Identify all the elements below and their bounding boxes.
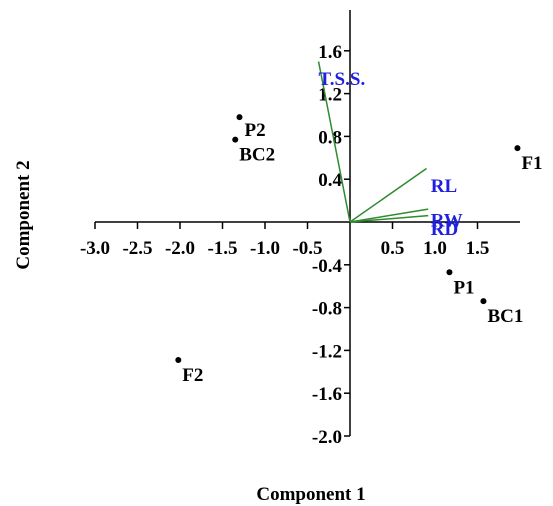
x-tick-label: 1.5 — [466, 238, 490, 259]
x-tick-label: 0.5 — [381, 238, 405, 259]
score-point — [514, 145, 521, 152]
score-point-label: BC1 — [487, 306, 523, 327]
x-tick-label: -1.0 — [250, 238, 280, 259]
score-point — [175, 357, 182, 364]
loading-vector-label: RD — [431, 219, 458, 240]
loading-vector-label: RL — [431, 176, 457, 197]
score-point — [236, 114, 243, 121]
loading-vector-label: T.S.S. — [319, 69, 366, 90]
loading-vector — [349, 214, 429, 223]
y-tick-label: 0.8 — [318, 127, 342, 148]
score-point-label: P1 — [453, 277, 474, 298]
y-tick-label: 1.6 — [318, 42, 342, 63]
x-tick-label: -0.5 — [292, 238, 322, 259]
x-tick-label: 1.0 — [423, 238, 447, 259]
y-tick-label: 0.4 — [318, 170, 342, 191]
y-tick-label: -1.6 — [312, 384, 342, 405]
score-point — [446, 269, 453, 276]
y-axis-title: Component 2 — [13, 160, 34, 269]
score-point — [480, 298, 487, 305]
score-point — [232, 136, 239, 143]
y-tick-label: -0.8 — [312, 299, 342, 320]
loading-vector — [317, 61, 351, 223]
score-point-label: P2 — [245, 120, 266, 141]
score-point-label: F1 — [521, 153, 542, 174]
score-point-label: BC2 — [239, 145, 275, 166]
x-tick-label: -2.5 — [122, 238, 152, 259]
score-points: F1 P2 BC2 P1 BC1 F2 — [175, 114, 543, 386]
y-tick-label: -0.4 — [312, 256, 343, 277]
x-tick-label: -3.0 — [80, 238, 110, 259]
loading-vector — [349, 208, 429, 223]
loading-vector — [349, 167, 427, 223]
x-tick-label: -2.0 — [165, 238, 195, 259]
score-point-label: F2 — [182, 365, 203, 386]
y-tick-label: -1.2 — [312, 341, 342, 362]
y-tick-label: -2.0 — [312, 427, 342, 448]
loading-vector-label: RW — [431, 210, 463, 231]
x-axis-title: Component 1 — [256, 484, 365, 505]
axes: -3.0 -2.5 -2.0 -1.5 -1.0 -0.5 0.5 1.0 1.51.61.20… — [80, 10, 520, 448]
x-tick-label: -1.5 — [207, 238, 237, 259]
